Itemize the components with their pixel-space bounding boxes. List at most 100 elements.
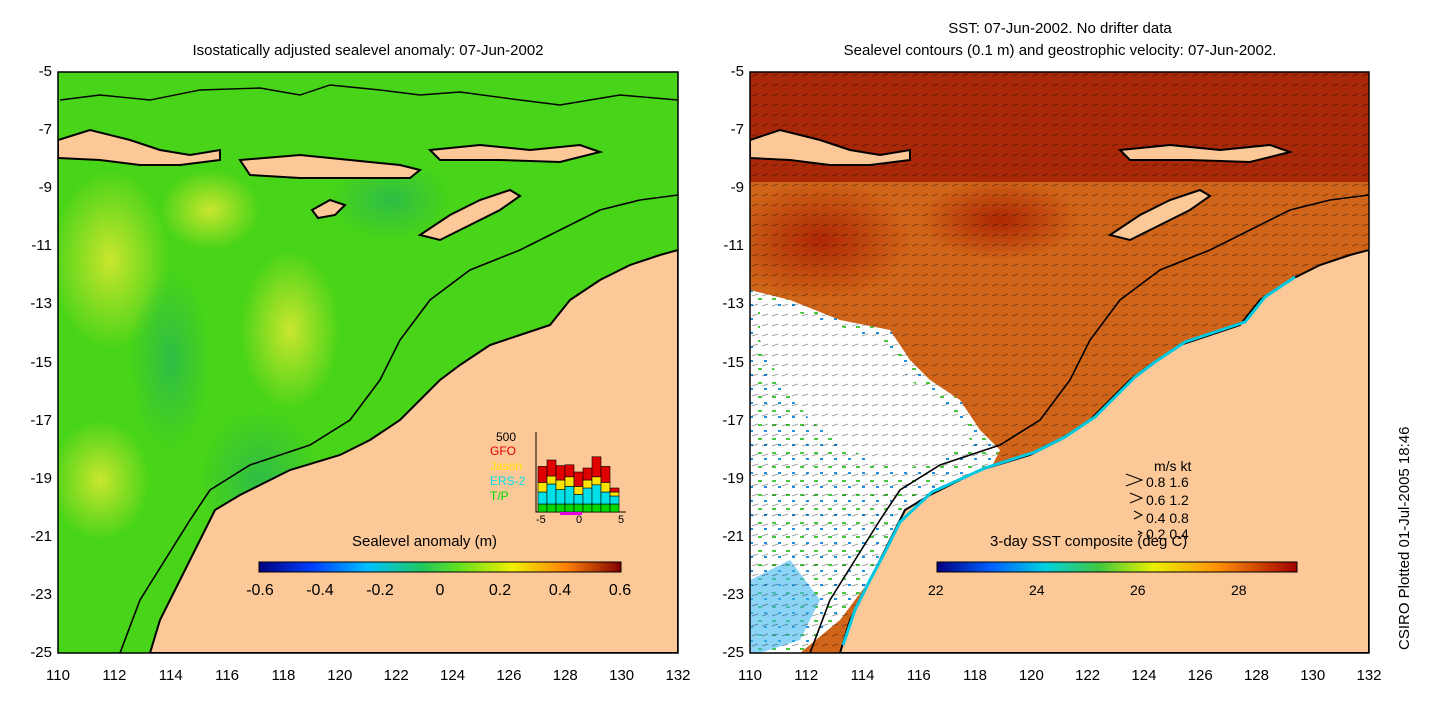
left-map (57, 71, 679, 654)
hist-bar-gfo (582, 467, 593, 481)
sla-tick: -0.6 (246, 582, 274, 599)
sst-tick: 26 (1130, 582, 1146, 598)
lon-tick-label: 110 (46, 667, 70, 684)
hist-bar-jason (573, 486, 584, 495)
lon-tick-label: 112 (102, 667, 127, 684)
left-panel-title: Isostatically adjusted sealevel anomaly:… (192, 42, 544, 59)
hist-bar-tp (546, 503, 557, 513)
right-map (749, 71, 1370, 654)
lon-tick-label: 124 (1131, 667, 1157, 684)
sla-tick: 0.2 (488, 582, 512, 599)
hist-bar-gfo (537, 466, 548, 483)
sla-tick: 0.6 (608, 582, 632, 599)
lat-tick-label: -17 (722, 411, 744, 429)
lon-tick-label: 130 (609, 667, 635, 684)
lat-tick-label: -7 (38, 121, 52, 139)
lon-tick-label: 132 (1356, 667, 1382, 684)
sst-colorbar-label: 3-day SST composite (deg C) (990, 533, 1188, 550)
velocity-arrow-0.2 (1137, 530, 1144, 536)
lon-tick-label: 124 (440, 667, 466, 684)
hist-bar-ers (537, 491, 548, 505)
hist-bar-gfo (555, 465, 566, 481)
hist-bar-ers (591, 484, 602, 505)
hist-bar-ers (573, 494, 584, 505)
hist-bar-tp (537, 503, 548, 513)
legend-jason: Jason (490, 459, 523, 473)
lon-tick-label: 120 (327, 667, 353, 684)
hist-bar-gfo (600, 466, 611, 483)
lat-tick-label: -7 (730, 121, 744, 139)
plot-stamp: CSIRO Plotted 01-Jul-2005 18:46 (1396, 426, 1413, 650)
lon-tick-label: 126 (1187, 667, 1213, 684)
hist-bar-gfo (573, 471, 584, 487)
velocity-arrow-0.8 (1125, 473, 1144, 487)
hist-bar-gfo (546, 459, 557, 477)
hist-bar-tp (600, 503, 611, 513)
velocity-arrow-0.6 (1129, 492, 1144, 504)
hist-current-marker (560, 512, 582, 515)
sla-tick: -0.4 (306, 582, 334, 599)
hist-bar-jason (564, 476, 575, 487)
legend-tp: T/P (490, 489, 509, 503)
legend-gfo: GFO (490, 444, 516, 458)
hist-bar-jason (537, 482, 548, 493)
lat-tick-label: -13 (722, 295, 744, 313)
satellite-histogram (535, 432, 626, 515)
lat-tick-label: -13 (30, 295, 52, 313)
hist-bar-jason (582, 479, 593, 489)
lat-tick-label: -11 (723, 237, 744, 255)
hist-xtick: 5 (618, 514, 625, 526)
lon-tick-label: 116 (906, 667, 931, 684)
hist-bar-ers (546, 483, 557, 505)
hist-bar-tp (609, 503, 620, 513)
hist-ymax-label: 500 (496, 430, 517, 444)
hist-bar-tp (564, 503, 575, 513)
lon-tick-label: 118 (963, 667, 988, 684)
lat-tick-label: -15 (722, 353, 744, 371)
sla-colorbar-ticks: -0.6 -0.4 -0.2 0 0.2 0.4 0.6 (235, 582, 645, 600)
sst-tick: 22 (928, 582, 944, 598)
hist-bar-tp (573, 503, 584, 513)
lat-tick-label: -9 (38, 179, 52, 197)
hist-bar-tp (582, 503, 593, 513)
flores-island-sst (1117, 143, 1294, 164)
lon-tick-label: 122 (1075, 667, 1101, 684)
shelf-contour-sst (809, 194, 1369, 653)
nusa-tenggara-islands (238, 153, 423, 179)
hist-bar-tp (591, 503, 602, 513)
hist-xtick: 0 (576, 514, 583, 526)
lat-tick-label: -9 (730, 179, 744, 197)
sst-tick: 24 (1029, 582, 1045, 598)
lat-tick-label: -23 (30, 585, 52, 603)
lat-tick-label: -17 (30, 411, 52, 429)
lon-tick-label: 110 (738, 667, 762, 684)
hist-xtick: -5 (536, 514, 546, 526)
lon-tick-label: 126 (496, 667, 522, 684)
lon-tick-label: 128 (1243, 667, 1269, 684)
right-map-frame (749, 71, 1370, 654)
velocity-arrow-0.4 (1133, 510, 1144, 520)
hist-bar-ers (609, 495, 620, 505)
java-island-sst (750, 128, 911, 166)
velocity-legend-row: 0.4 0.8 (1146, 510, 1189, 526)
lat-tick-label: -5 (38, 63, 52, 80)
lon-tick-label: 114 (158, 667, 183, 684)
lat-tick-label: -21 (722, 527, 744, 545)
hist-bar-jason (591, 476, 602, 486)
hist-bar-gfo (564, 464, 575, 478)
timor-island (417, 188, 522, 242)
hist-bar-ers (564, 486, 575, 505)
shelf-contour (119, 194, 678, 653)
velocity-legend-row: 0.2 0.4 (1146, 526, 1189, 542)
lon-tick-label: 132 (665, 667, 691, 684)
australia-land (148, 248, 678, 653)
north-coast (59, 84, 678, 106)
lon-tick-label: 112 (794, 667, 819, 684)
hist-bar-tp (555, 503, 566, 513)
velocity-legend-header: m/s kt (1154, 458, 1192, 474)
hist-bar-jason (609, 491, 620, 497)
flores-island (427, 143, 604, 164)
hist-bar-gfo (591, 456, 602, 478)
lat-tick-label: -5 (730, 63, 744, 80)
lon-tick-label: 120 (1018, 667, 1044, 684)
